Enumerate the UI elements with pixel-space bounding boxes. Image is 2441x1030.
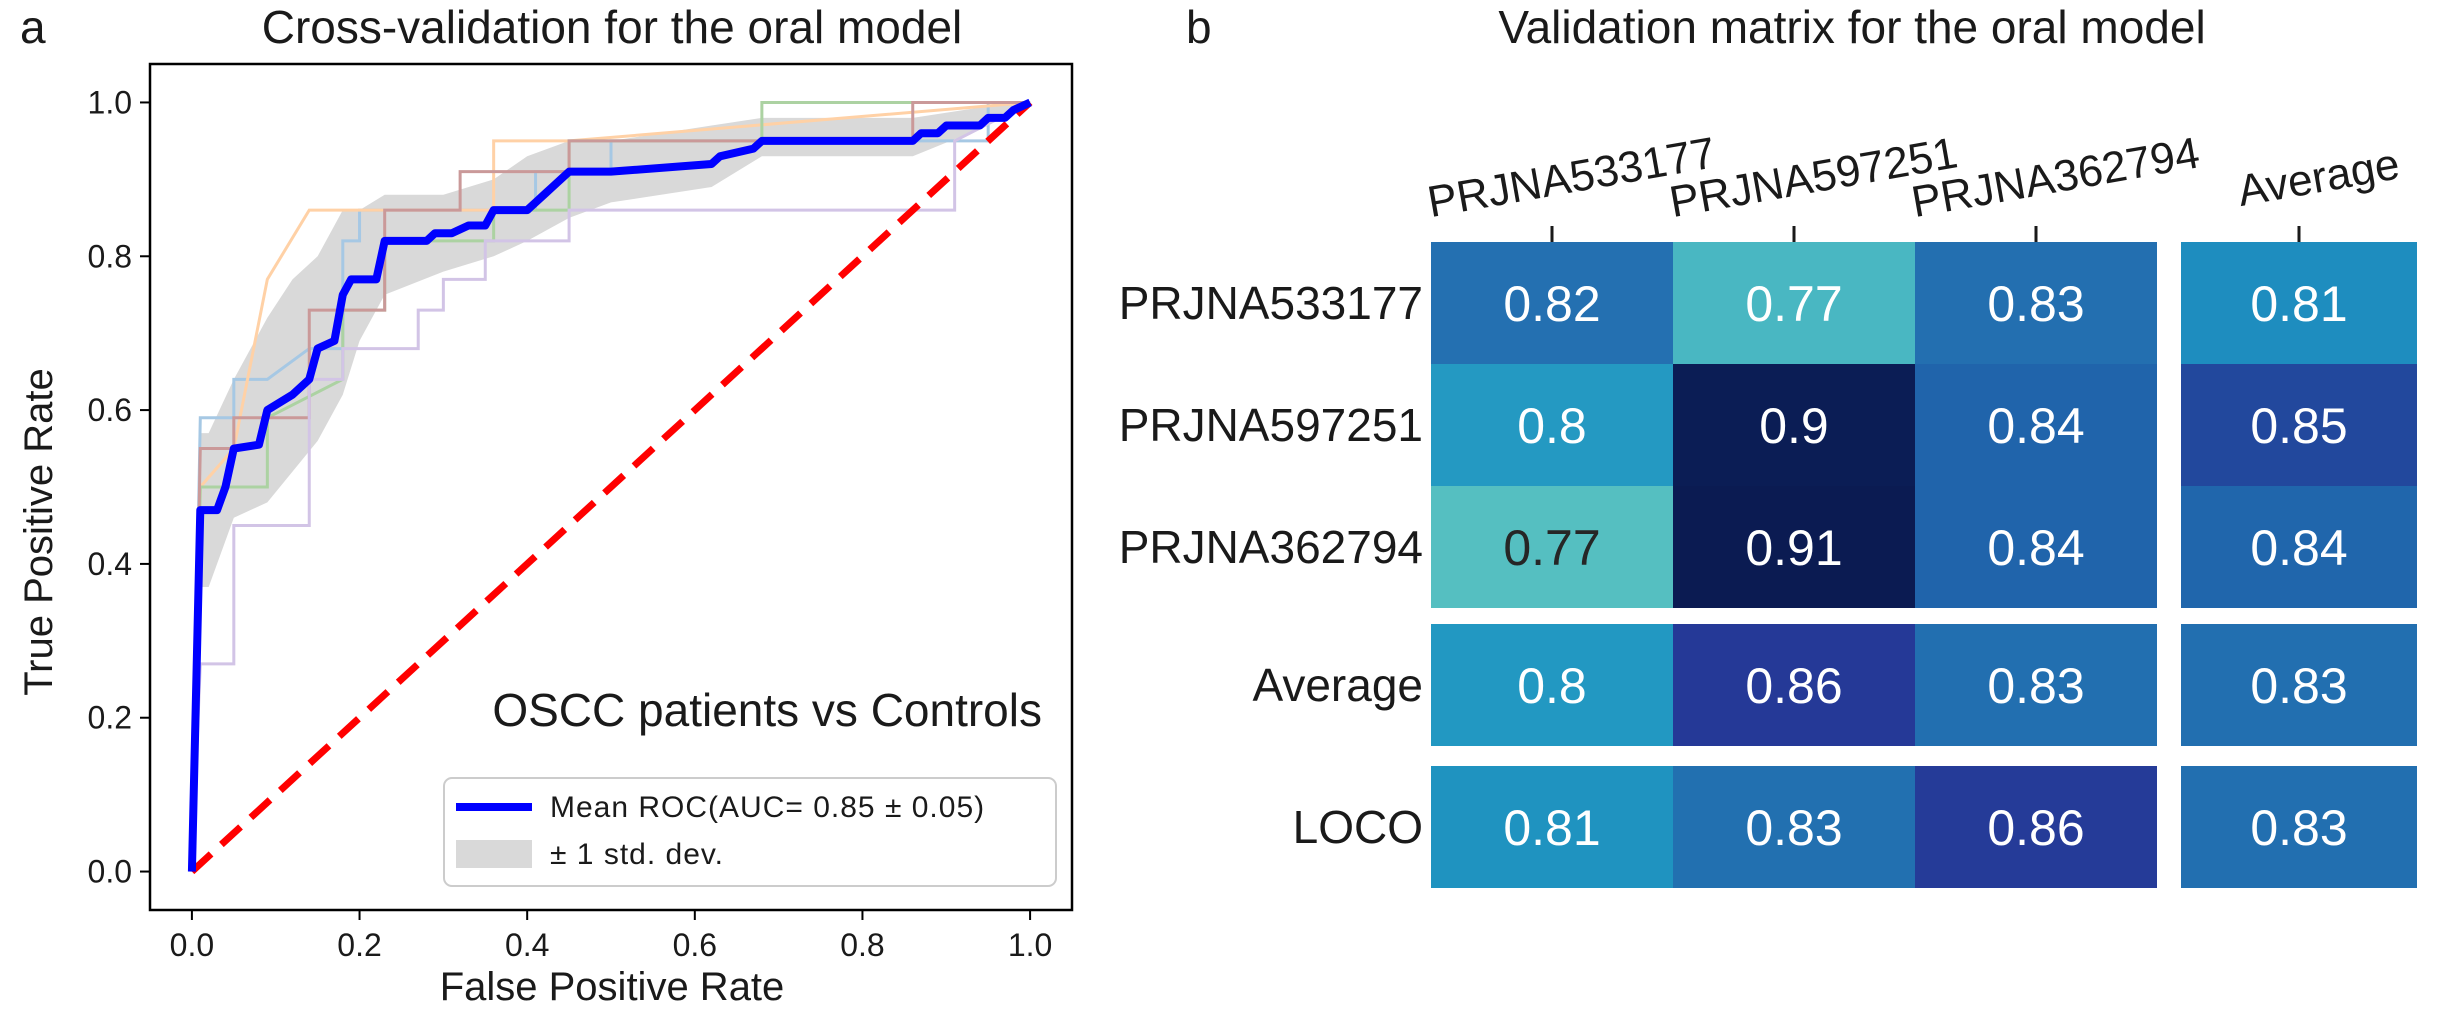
roc-y-axis-label: True Positive Rate bbox=[17, 368, 61, 696]
heatmap-cell-value: 0.86 bbox=[1987, 800, 2084, 856]
fold-roc-line-5 bbox=[190, 101, 1031, 872]
roc-y-ticks: 0.0 0.2 0.4 0.6 0.8 1.0 bbox=[88, 84, 150, 890]
fold-roc-line-2 bbox=[190, 100, 1031, 872]
heatmap-cell-value: 0.83 bbox=[2250, 658, 2347, 714]
panel-a: a Cross-validation for the oral model 0.… bbox=[17, 1, 1074, 1009]
roc-annotation: OSCC patients vs Controls bbox=[492, 684, 1042, 736]
x-tick-label: 1.0 bbox=[1008, 927, 1052, 963]
roc-chart-title: Cross-validation for the oral model bbox=[262, 1, 963, 53]
heatmap-cell bbox=[2181, 486, 2417, 608]
y-tick-label: 1.0 bbox=[88, 84, 132, 120]
heatmap-cell-value: 0.83 bbox=[1745, 800, 1842, 856]
chance-line bbox=[189, 99, 1033, 875]
heatmap-cell bbox=[2181, 242, 2417, 364]
legend-std-dev-label: ± 1 std. dev. bbox=[550, 838, 724, 871]
heatmap-cell bbox=[1915, 624, 2157, 746]
heatmap-cell bbox=[1431, 624, 1673, 746]
heatmap-cell-value: 0.9 bbox=[1759, 398, 1829, 454]
heatmap-cell-value: 0.83 bbox=[2250, 800, 2347, 856]
heatmap-cell bbox=[1673, 364, 1915, 486]
x-tick-label: 0.4 bbox=[505, 927, 549, 963]
panel-b: b Validation matrix for the oral model 0… bbox=[1119, 1, 2417, 888]
heatmap-cell bbox=[1915, 364, 2157, 486]
y-tick-label: 0.8 bbox=[88, 238, 132, 274]
x-tick-label: 0.0 bbox=[170, 927, 214, 963]
panel-a-label: a bbox=[20, 1, 46, 53]
heatmap-row-label: LOCO bbox=[1293, 801, 1423, 853]
heatmap-cell bbox=[2181, 766, 2417, 888]
y-tick-label: 0.6 bbox=[88, 392, 132, 428]
heatmap-cell-value: 0.84 bbox=[2250, 520, 2347, 576]
heatmap-cell bbox=[1915, 766, 2157, 888]
heatmap-cell bbox=[1431, 364, 1673, 486]
heatmap-cell bbox=[1431, 486, 1673, 608]
heatmap-cell-value: 0.81 bbox=[1503, 800, 1600, 856]
heatmap-cell bbox=[1431, 766, 1673, 888]
heatmap-row-label: PRJNA362794 bbox=[1119, 521, 1423, 573]
heatmap-cell bbox=[2181, 624, 2417, 746]
y-tick-label: 0.0 bbox=[88, 854, 132, 890]
validation-heatmap: 0.82 0.77 0.83 0.81 0.8 0.9 0.84 0.85 0.77 0.91 0.… bbox=[1119, 128, 2417, 888]
y-tick-label: 0.2 bbox=[88, 700, 132, 736]
mean-roc-line bbox=[187, 98, 1032, 872]
heatmap-cell bbox=[1673, 242, 1915, 364]
panel-b-label: b bbox=[1186, 1, 1212, 53]
heatmap-cell-value: 0.8 bbox=[1517, 658, 1587, 714]
heatmap-cell bbox=[2181, 364, 2417, 486]
heatmap-cell-value: 0.8 bbox=[1517, 398, 1587, 454]
heatmap-cell bbox=[1673, 766, 1915, 888]
legend-std-dev-swatch bbox=[456, 840, 532, 868]
heatmap-cell-value: 0.83 bbox=[1987, 276, 2084, 332]
roc-legend: Mean ROC(AUC= 0.85 ± 0.05) ± 1 std. dev. bbox=[443, 777, 1057, 887]
roc-x-ticks: 0.0 0.2 0.4 0.6 0.8 1.0 bbox=[170, 910, 1052, 963]
heatmap-cell bbox=[1673, 624, 1915, 746]
roc-plot-area bbox=[148, 62, 1074, 912]
heatmap-cell-value: 0.84 bbox=[1987, 520, 2084, 576]
x-tick-label: 0.6 bbox=[673, 927, 717, 963]
roc-x-axis-label: False Positive Rate bbox=[440, 965, 785, 1009]
heatmap-cell-value: 0.84 bbox=[1987, 398, 2084, 454]
x-tick-label: 0.8 bbox=[840, 927, 884, 963]
heatmap-column-label: Average bbox=[2234, 139, 2403, 216]
heatmap-cell-value: 0.85 bbox=[2250, 398, 2347, 454]
heatmap-cell-value: 0.82 bbox=[1503, 276, 1600, 332]
heatmap-cell-value: 0.77 bbox=[1503, 520, 1600, 576]
heatmap-row-label: PRJNA597251 bbox=[1119, 399, 1423, 451]
heatmap-row-label: Average bbox=[1252, 659, 1423, 711]
heatmap-cell-value: 0.91 bbox=[1745, 520, 1842, 576]
heatmap-cell bbox=[1915, 242, 2157, 364]
heatmap-cell bbox=[1915, 486, 2157, 608]
heatmap-title: Validation matrix for the oral model bbox=[1498, 1, 2205, 53]
y-tick-label: 0.4 bbox=[88, 546, 132, 582]
roc-legend-box bbox=[443, 777, 1057, 887]
roc-plot-frame bbox=[148, 62, 1074, 912]
heatmap-cell bbox=[1673, 486, 1915, 608]
heatmap-cell-value: 0.83 bbox=[1987, 658, 2084, 714]
x-tick-label: 0.2 bbox=[337, 927, 381, 963]
heatmap-cell-value: 0.86 bbox=[1745, 658, 1842, 714]
heatmap-cell-value: 0.77 bbox=[1745, 276, 1842, 332]
heatmap-cell bbox=[1431, 242, 1673, 364]
heatmap-row-label: PRJNA533177 bbox=[1119, 277, 1423, 329]
legend-mean-roc-label: Mean ROC(AUC= 0.85 ± 0.05) bbox=[550, 791, 985, 824]
heatmap-cell-value: 0.81 bbox=[2250, 276, 2347, 332]
